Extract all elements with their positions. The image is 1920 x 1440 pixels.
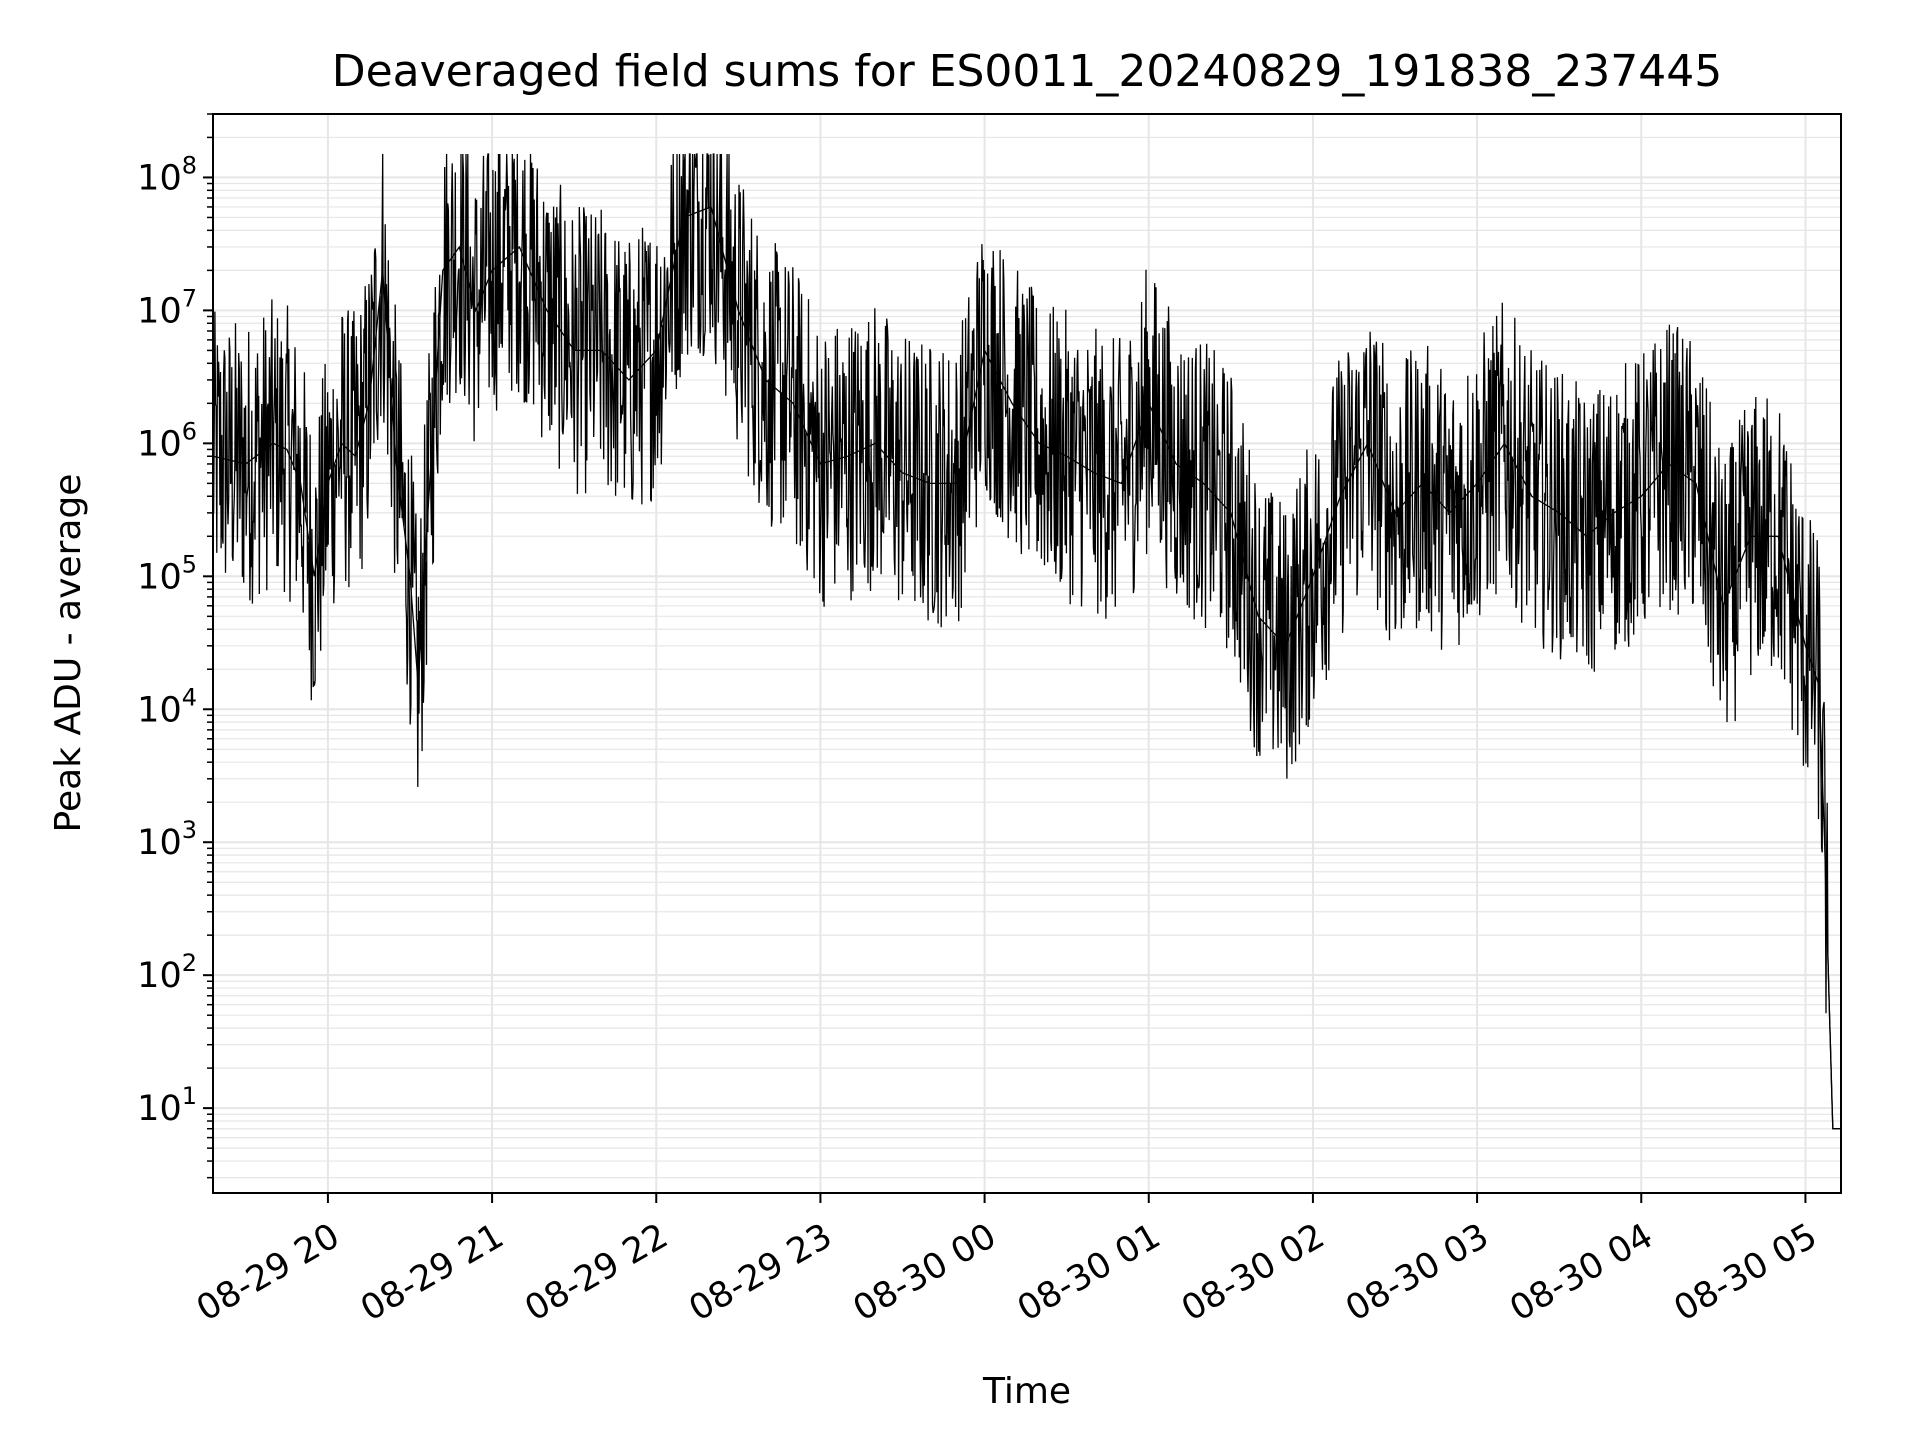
y-tick-label: 101: [137, 1082, 197, 1129]
x-tick-label: 08-29 23: [683, 1216, 839, 1329]
y-tick-label: 104: [137, 683, 197, 730]
y-tick-label: 105: [137, 550, 197, 597]
x-tick-label: 08-30 02: [1175, 1216, 1331, 1329]
y-tick-label: 107: [137, 284, 197, 331]
y-tick-label: 102: [137, 949, 197, 996]
x-tick-label: 08-29 22: [518, 1216, 674, 1329]
x-tick-label: 08-30 05: [1668, 1216, 1824, 1329]
y-tick-label: 106: [137, 417, 197, 464]
series-line-detail: [212, 153, 1841, 1130]
y-tick-label: 108: [137, 151, 197, 198]
y-tick-label: 103: [137, 816, 197, 863]
series-line: [212, 206, 1841, 1130]
x-axis-label: Time: [982, 1371, 1071, 1412]
grid: [213, 113, 1841, 1193]
x-tick-label: 08-29 21: [354, 1216, 510, 1329]
x-tick-label: 08-29 20: [190, 1216, 346, 1329]
y-axis-label: Peak ADU - average: [48, 474, 89, 833]
x-tick-label: 08-30 01: [1011, 1216, 1167, 1329]
y-axis: 101 102 103 104 105 106 107 108: [137, 113, 213, 1179]
series-line-layer: [212, 153, 1841, 1130]
plot-frame: [212, 113, 1842, 1194]
x-tick-label: 08-30 00: [847, 1216, 1003, 1329]
x-axis: 08-29 20 08-29 21 08-29 22 08-29 23 08-30 00…: [190, 1193, 1824, 1329]
x-tick-label: 08-30 03: [1339, 1216, 1495, 1329]
chart-title: Deaveraged field sums for ES0011_2024082…: [332, 46, 1723, 97]
x-tick-label: 08-30 04: [1503, 1216, 1659, 1329]
